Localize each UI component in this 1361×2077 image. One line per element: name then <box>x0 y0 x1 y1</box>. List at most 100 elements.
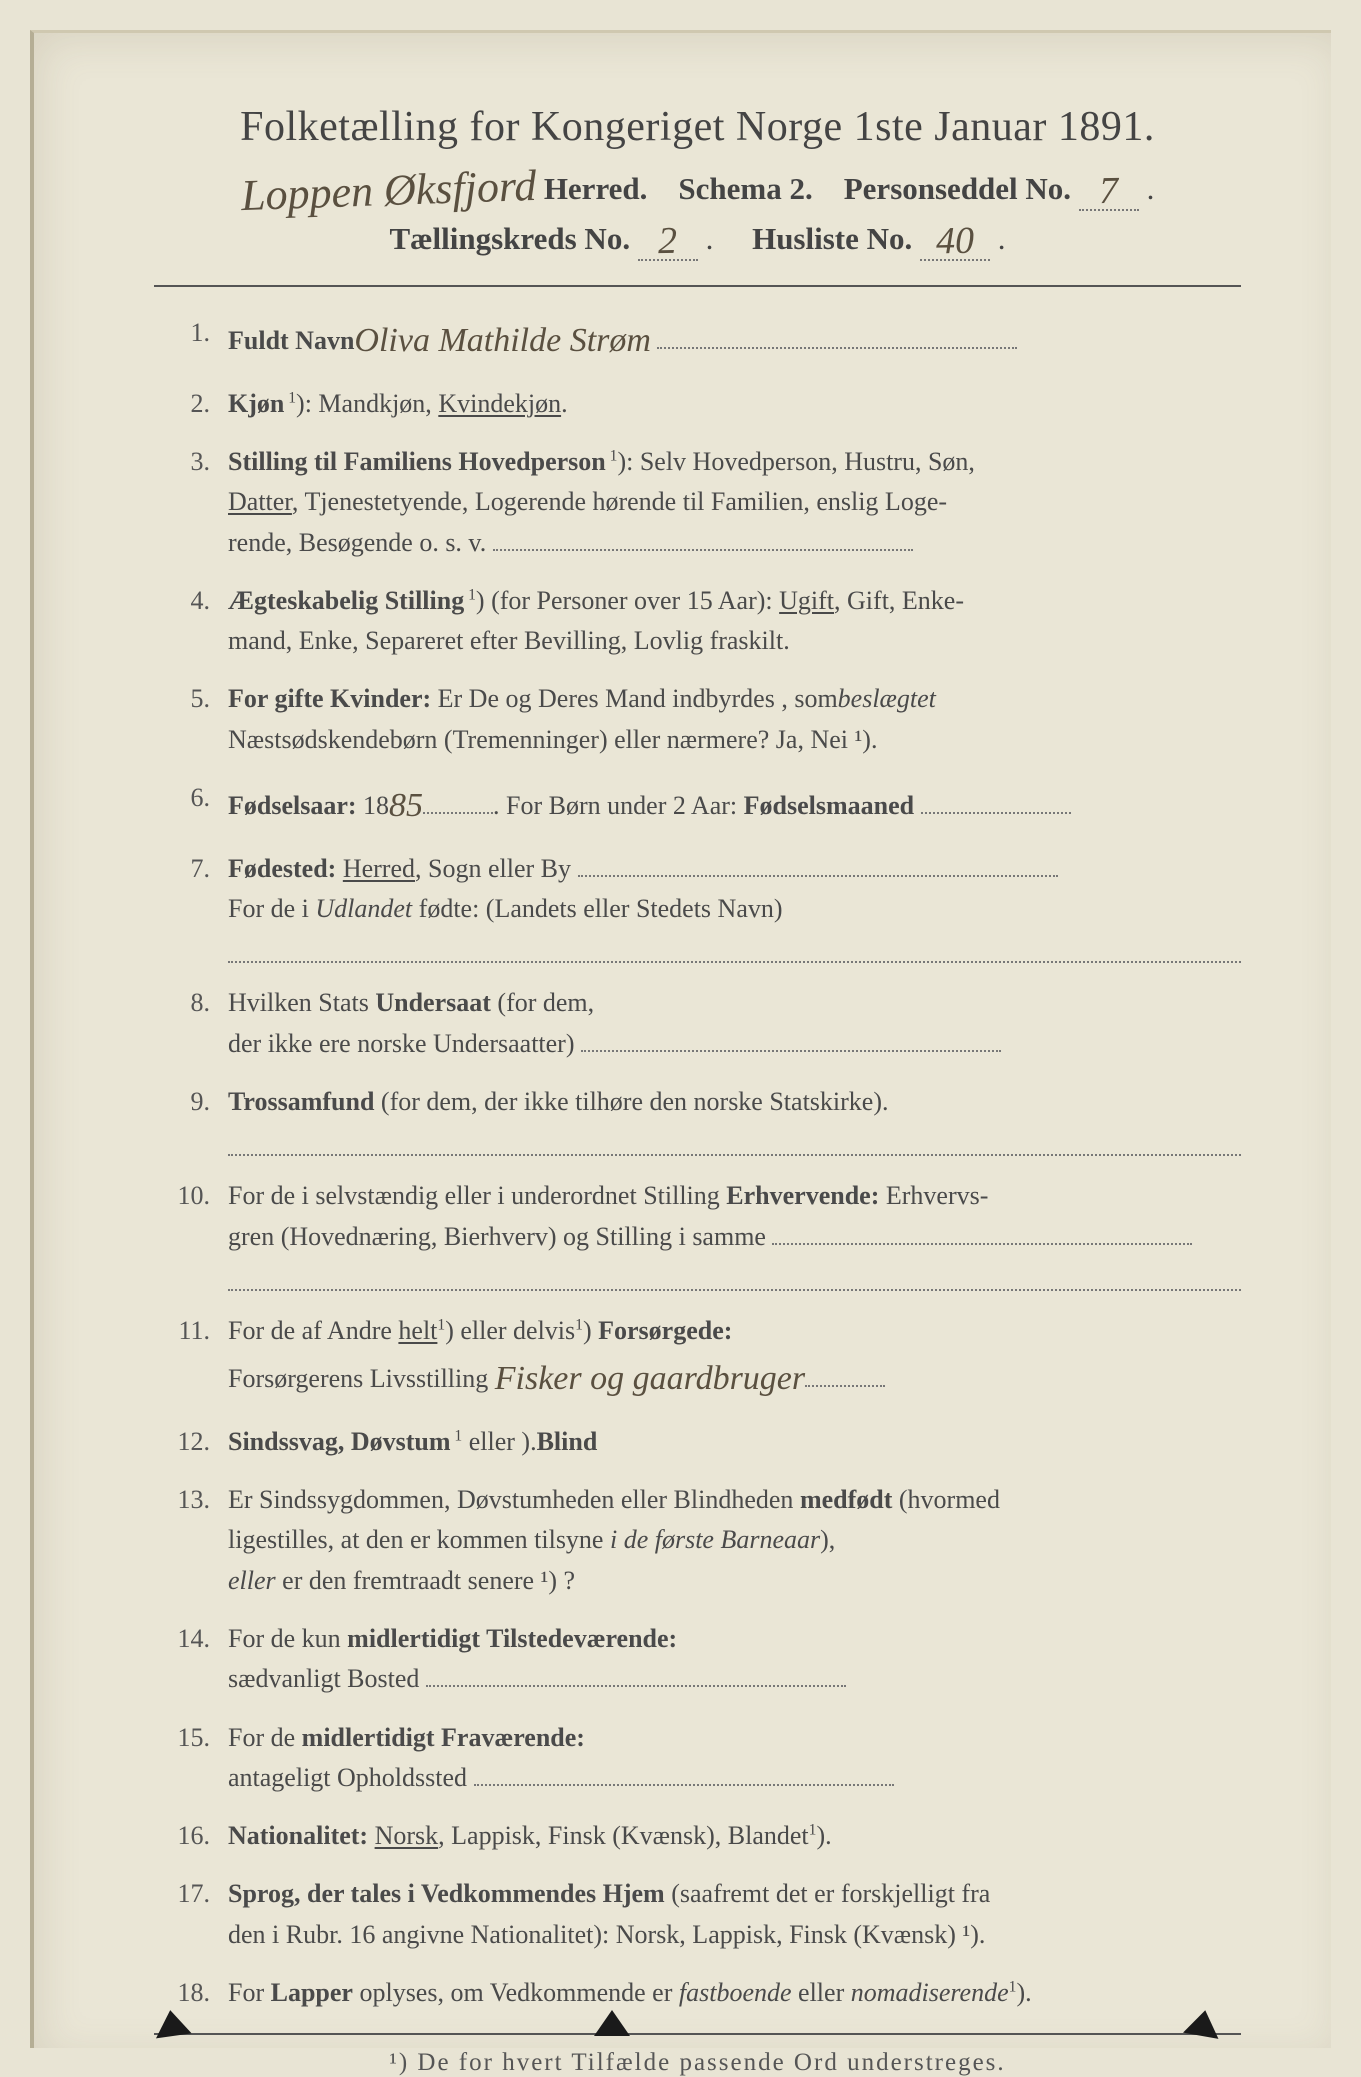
entry-label: midlertidigt Fraværende: <box>302 1723 585 1752</box>
schema-label: Schema 2. <box>678 171 812 206</box>
dotted-fill <box>772 1217 1192 1244</box>
person-label: Personseddel No. <box>844 171 1071 206</box>
dotted-line <box>228 935 1241 963</box>
census-form-page: Folketælling for Kongeriget Norge 1ste J… <box>30 30 1331 2048</box>
entry-number: 2. <box>164 384 228 424</box>
entry-number: 6. <box>164 778 228 818</box>
entry-number: 7. <box>164 849 228 889</box>
entry-label: Undersaat <box>375 988 491 1017</box>
entry-line: For de af Andre helt1) eller delvis1) Fo… <box>228 1311 1241 1351</box>
entry-row: 5.For gifte Kvinder: Er De og Deres Mand… <box>164 679 1241 760</box>
entry-label: midlertidigt Tilstedeværende: <box>347 1624 677 1653</box>
herred-handwritten: Loppen Øksfjord <box>240 160 537 221</box>
entry-number: 14. <box>164 1619 228 1659</box>
entry-number: 12. <box>164 1422 228 1462</box>
entry-label: Ægteskabelig Stilling <box>228 586 464 615</box>
entry-continuation: eller er den fremtraadt senere ¹) ? <box>228 1561 1241 1601</box>
entry-body: For Lapper oplyses, om Vedkommende er fa… <box>228 1973 1241 2013</box>
header-title: Folketælling for Kongeriget Norge 1ste J… <box>154 103 1241 151</box>
entry-number: 16. <box>164 1816 228 1856</box>
entry-line: Ægteskabelig Stilling 1) (for Personer o… <box>228 581 1241 621</box>
tear-icon <box>152 2008 191 2039</box>
entry-label: Erhvervende: <box>726 1181 879 1210</box>
entry-body: Ægteskabelig Stilling 1) (for Personer o… <box>228 581 1241 662</box>
entry-line: For de midlertidigt Fraværende: <box>228 1718 1241 1758</box>
entries-list: 1.Fuldt NavnOliva Mathilde Strøm 2.Kjøn … <box>164 313 1241 2013</box>
entry-row: 8.Hvilken Stats Undersaat (for dem,der i… <box>164 983 1241 1064</box>
entry-body: For de i selvstændig eller i underordnet… <box>228 1176 1241 1293</box>
dotted-fill <box>493 523 913 550</box>
entry-label: Forsørgede: <box>598 1316 732 1345</box>
entry-continuation: ligestilles, at den er kommen tilsyne i … <box>228 1520 1241 1560</box>
entry-body: Kjøn 1): Mandkjøn, Kvindekjøn. <box>228 384 1241 424</box>
dotted-fill <box>578 849 1058 876</box>
header-line2: Loppen Øksfjord Herred. Schema 2. Person… <box>154 159 1241 211</box>
sep: . <box>706 221 714 256</box>
entry-line: Fuldt NavnOliva Mathilde Strøm <box>228 313 1241 366</box>
entry-row: 14.For de kun midlertidigt Tilstedeværen… <box>164 1619 1241 1700</box>
entry-label: Nationalitet: <box>228 1821 368 1850</box>
entry-row: 12.Sindssvag, Døvstum 1 eller ).Blind <box>164 1422 1241 1462</box>
entry-line: Fødselsaar: 1885. For Børn under 2 Aar: … <box>228 778 1241 831</box>
entry-continuation: rende, Besøgende o. s. v. <box>228 523 1241 563</box>
entry-number: 17. <box>164 1874 228 1914</box>
tear-icon <box>594 2010 630 2036</box>
entry-label: Lapper <box>271 1978 353 2007</box>
entry-continuation: Næstsødskendebørn (Tremenninger) eller n… <box>228 720 1241 760</box>
entry-label: Stilling til Familiens Hovedperson <box>228 447 606 476</box>
entry-number: 1. <box>164 313 228 353</box>
entry-row: 4.Ægteskabelig Stilling 1) (for Personer… <box>164 581 1241 662</box>
husliste-no-hand: 40 <box>936 219 975 264</box>
entry-row: 1.Fuldt NavnOliva Mathilde Strøm <box>164 313 1241 366</box>
dotted-fill <box>581 1024 1001 1051</box>
kreds-label: Tællingskreds No. <box>389 221 630 256</box>
entry-row: 18.For Lapper oplyses, om Vedkommende er… <box>164 1973 1241 2013</box>
entry-number: 15. <box>164 1718 228 1758</box>
entry-number: 13. <box>164 1480 228 1520</box>
entry-number: 18. <box>164 1973 228 2013</box>
entry-label: Fødselsaar: <box>228 791 357 820</box>
entry-number: 5. <box>164 679 228 719</box>
entry-row: 6.Fødselsaar: 1885. For Børn under 2 Aar… <box>164 778 1241 831</box>
entry-line: For gifte Kvinder: Er De og Deres Mand i… <box>228 679 1241 719</box>
dotted-line <box>228 1128 1241 1156</box>
entry-body: Stilling til Familiens Hovedperson 1): S… <box>228 442 1241 563</box>
entry-continuation: den i Rubr. 16 angivne Nationalitet): No… <box>228 1915 1241 1955</box>
entry-body: For de midlertidigt Fraværende:antagelig… <box>228 1718 1241 1799</box>
entry-body: For de af Andre helt1) eller delvis1) Fo… <box>228 1311 1241 1404</box>
entry-line: For de i selvstændig eller i underordnet… <box>228 1176 1241 1216</box>
entry-body: Fødested: Herred, Sogn eller By For de i… <box>228 849 1241 966</box>
entry-label: medfødt <box>800 1485 892 1514</box>
entry-number: 8. <box>164 983 228 1023</box>
husliste-label: Husliste No. <box>752 221 912 256</box>
dotted-fill <box>921 787 1071 814</box>
entry-body: Er Sindssygdommen, Døvstumheden eller Bl… <box>228 1480 1241 1601</box>
entry-line: Trossamfund (for dem, der ikke tilhøre d… <box>228 1082 1241 1122</box>
entry-body: For de kun midlertidigt Tilstedeværende:… <box>228 1619 1241 1700</box>
herred-label: Herred. <box>544 171 648 206</box>
entry-number: 9. <box>164 1082 228 1122</box>
entry-line: Hvilken Stats Undersaat (for dem, <box>228 983 1241 1023</box>
dotted-fill <box>657 322 1017 349</box>
entry-line: Sprog, der tales i Vedkommendes Hjem (sa… <box>228 1874 1241 1914</box>
dotted-line <box>228 1263 1241 1291</box>
entry-line: Fødested: Herred, Sogn eller By <box>228 849 1241 889</box>
dotted-fill <box>426 1660 846 1687</box>
entry-line: Nationalitet: Norsk, Lappisk, Finsk (Kvæ… <box>228 1816 1241 1856</box>
entry-row: 10.For de i selvstændig eller i underord… <box>164 1176 1241 1293</box>
kreds-no-hand: 2 <box>658 219 678 263</box>
entry-body: Trossamfund (for dem, der ikke tilhøre d… <box>228 1082 1241 1158</box>
entry-row: 3.Stilling til Familiens Hovedperson 1):… <box>164 442 1241 563</box>
entry-continuation: mand, Enke, Separeret efter Bevilling, L… <box>228 621 1241 661</box>
entry-continuation: For de i Udlandet fødte: (Landets eller … <box>228 889 1241 929</box>
entry-label: Sindssvag, Døvstum <box>228 1427 451 1456</box>
entry-body: Hvilken Stats Undersaat (for dem,der ikk… <box>228 983 1241 1064</box>
entry-row: 7.Fødested: Herred, Sogn eller By For de… <box>164 849 1241 966</box>
entry-row: 9.Trossamfund (for dem, der ikke tilhøre… <box>164 1082 1241 1158</box>
entry-row: 13.Er Sindssygdommen, Døvstumheden eller… <box>164 1480 1241 1601</box>
entry-continuation: sædvanligt Bosted <box>228 1659 1241 1699</box>
entry-body: Sindssvag, Døvstum 1 eller ).Blind <box>228 1422 1241 1462</box>
entry-number: 4. <box>164 581 228 621</box>
entry-continuation: antageligt Opholdssted <box>228 1758 1241 1798</box>
entry-label: Trossamfund <box>228 1087 374 1116</box>
